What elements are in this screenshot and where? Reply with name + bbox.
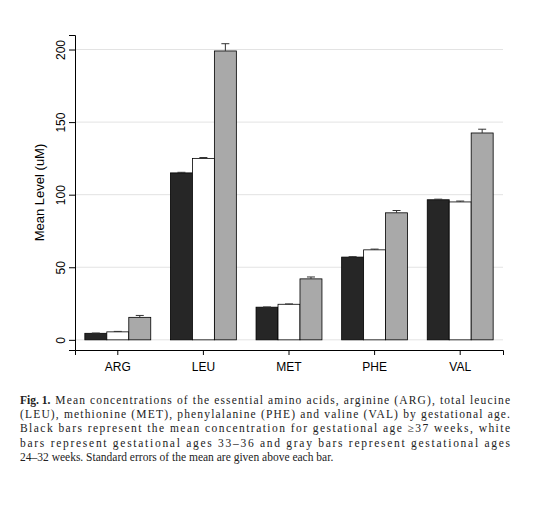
bar: [107, 332, 129, 340]
error-bar: [199, 157, 207, 159]
x-tick-label: VAL: [449, 360, 471, 374]
bar: [192, 158, 214, 339]
error-bar: [92, 333, 100, 334]
x-tick-mark: [203, 350, 204, 355]
grid-line: [75, 122, 503, 123]
caption-line: Black bars represent the mean concentrat…: [20, 422, 510, 435]
series: [107, 158, 471, 340]
bar: [278, 304, 300, 340]
x-axis: ARG LEU MET PHE VAL: [76, 350, 504, 374]
y-tick: 0: [54, 337, 75, 344]
y-tick-mark: [69, 122, 75, 123]
y-tick-mark: [69, 340, 75, 341]
series: [85, 172, 449, 340]
bar: [364, 250, 386, 340]
y-axis-line: [69, 36, 76, 351]
bar: [170, 173, 192, 340]
caption-line: 24–32 weeks. Standard errors of the mean…: [20, 451, 333, 464]
x-tick-mark: [460, 350, 461, 355]
y-tick: 200: [54, 40, 75, 60]
x-axis-line: [76, 351, 504, 356]
error-bar: [456, 201, 464, 203]
bar: [342, 257, 364, 340]
x-tick-mark: [117, 350, 118, 355]
x-tick: LEU: [192, 350, 215, 374]
x-tick-label: PHE: [362, 360, 387, 374]
error-bar: [136, 315, 144, 317]
x-tick-mark: [374, 350, 375, 355]
error-bar: [434, 199, 442, 201]
bar: [129, 317, 151, 340]
bar: [85, 333, 107, 340]
grid-line: [75, 49, 503, 50]
error-bar: [114, 331, 122, 332]
grid-line: [75, 194, 503, 195]
x-tick-label: LEU: [192, 360, 215, 374]
x-tick: ARG: [105, 350, 131, 374]
plot-area: [85, 44, 493, 340]
bar: [427, 200, 449, 340]
grid: [75, 50, 503, 340]
y-tick-label: 0: [54, 337, 68, 344]
error-bar: [393, 211, 401, 213]
y-tick-mark: [69, 50, 75, 51]
y-tick-label: 200: [54, 40, 68, 60]
error-bar: [285, 303, 293, 304]
y-tick-mark: [69, 195, 75, 196]
bar: [256, 307, 278, 340]
y-tick: 50: [54, 261, 75, 275]
caption-line: Mean concentrations of the essential ami…: [55, 394, 510, 407]
bar: [300, 279, 322, 340]
bar: [386, 213, 408, 340]
caption-label: Fig. 1.: [20, 394, 50, 407]
figure: 0 50 100 150 200 ARG LEU MET PHE VAL Mean Level (u…: [0, 0, 552, 510]
error-bar: [478, 129, 486, 133]
x-tick-label: ARG: [105, 360, 131, 374]
error-bar: [307, 277, 315, 279]
x-tick: VAL: [449, 350, 471, 374]
y-tick-label: 150: [54, 112, 68, 132]
x-tick-label: MET: [276, 360, 302, 374]
x-tick: MET: [276, 350, 302, 374]
error-bar: [371, 249, 379, 251]
series: [129, 44, 493, 340]
error-bar: [349, 256, 357, 257]
caption-line: bars represent gestational ages 33–36 an…: [20, 437, 511, 450]
bar: [214, 51, 236, 340]
y-tick-mark: [69, 267, 75, 268]
x-tick-mark: [289, 350, 290, 355]
y-tick: 150: [54, 112, 75, 132]
error-bar: [177, 172, 185, 174]
y-axis-title: Mean Level (uM): [32, 144, 47, 242]
y-tick-label: 100: [54, 185, 68, 205]
bar: [471, 133, 493, 340]
bar: [449, 202, 471, 340]
y-tick: 100: [54, 185, 75, 205]
caption: Fig. 1. Mean concentrations of the essent…: [20, 394, 511, 464]
error-bar: [263, 306, 271, 307]
y-tick-label: 50: [54, 261, 68, 275]
y-axis: 0 50 100 150 200: [54, 36, 76, 351]
error-bar: [221, 44, 229, 51]
caption-line: (LEU), methionine (MET), phenylalanine (…: [20, 408, 510, 421]
x-tick: PHE: [362, 350, 387, 374]
